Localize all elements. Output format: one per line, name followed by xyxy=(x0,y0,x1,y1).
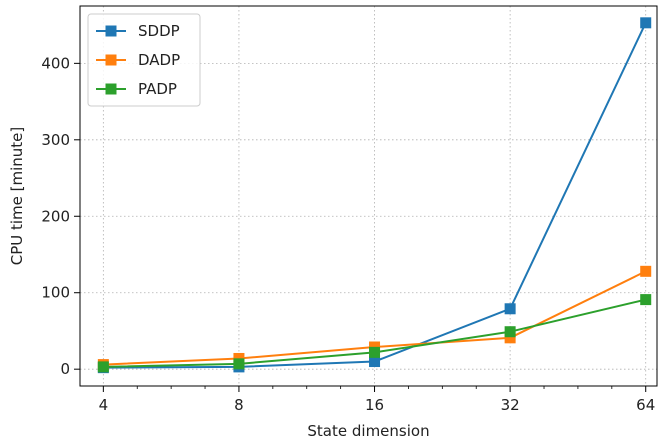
data-point-padp xyxy=(640,294,652,306)
y-axis-label: CPU time [minute] xyxy=(8,127,26,266)
y-tick-label: 100 xyxy=(41,284,70,302)
legend-item-padp: PADP xyxy=(96,80,177,98)
data-point-dadp xyxy=(640,265,652,277)
y-tick-label: 0 xyxy=(60,360,70,378)
data-point-sddp xyxy=(640,17,652,29)
data-point-padp xyxy=(97,361,109,373)
legend-swatch-marker xyxy=(105,25,117,37)
x-tick-label: 64 xyxy=(636,396,655,414)
legend-label: SDDP xyxy=(138,22,180,40)
legend-swatch-marker xyxy=(105,54,117,66)
x-tick-label: 8 xyxy=(234,396,244,414)
legend-item-dadp: DADP xyxy=(96,51,180,69)
x-tick-label: 4 xyxy=(99,396,109,414)
data-point-padp xyxy=(369,346,381,358)
legend-label: DADP xyxy=(138,51,180,69)
y-tick-label: 400 xyxy=(41,54,70,72)
legend-box xyxy=(87,13,201,107)
series-padp xyxy=(97,294,652,373)
legend-label: PADP xyxy=(138,80,177,98)
legend-swatch-marker xyxy=(105,83,117,95)
x-tick-label: 32 xyxy=(501,396,520,414)
data-point-padp xyxy=(504,326,516,338)
y-tick-label: 300 xyxy=(41,131,70,149)
legend-item-sddp: SDDP xyxy=(96,22,180,40)
data-point-dadp xyxy=(504,332,516,344)
x-tick-label: 16 xyxy=(365,396,384,414)
series-layer xyxy=(97,17,652,374)
x-axis-label: State dimension xyxy=(307,422,429,440)
data-point-sddp xyxy=(369,356,381,368)
data-point-padp xyxy=(233,358,245,370)
plot-frame xyxy=(79,5,658,387)
legend: SDDP DADP PADP xyxy=(87,13,201,107)
ticks: 4 8 16 32 64 0 100 200 300 400 xyxy=(41,54,655,414)
data-point-sddp xyxy=(504,303,516,315)
y-tick-label: 200 xyxy=(41,207,70,225)
